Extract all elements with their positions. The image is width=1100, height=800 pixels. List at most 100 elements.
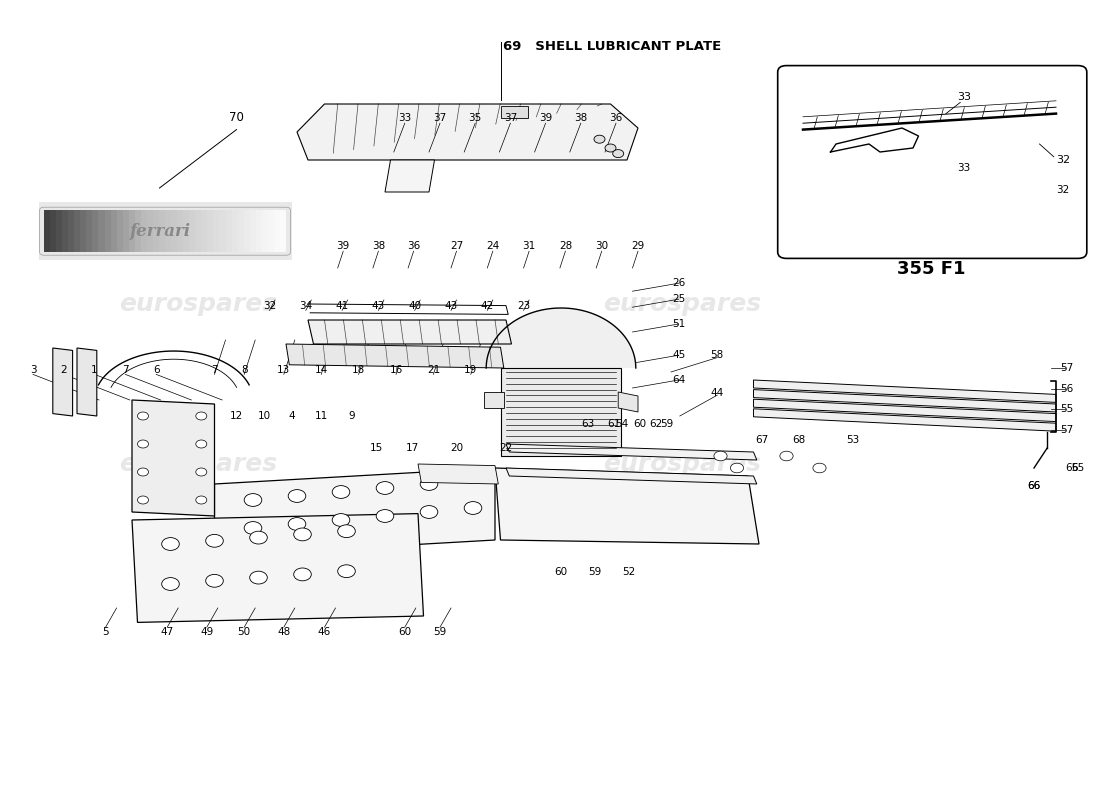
- Circle shape: [244, 494, 262, 506]
- Text: 7: 7: [211, 365, 218, 374]
- Text: 54: 54: [615, 419, 628, 429]
- Circle shape: [162, 578, 179, 590]
- Circle shape: [332, 514, 350, 526]
- Text: 45: 45: [672, 350, 685, 360]
- Text: 2: 2: [60, 365, 67, 374]
- Circle shape: [376, 482, 394, 494]
- Text: 63: 63: [581, 419, 594, 429]
- Polygon shape: [53, 348, 73, 416]
- Bar: [92, 210, 99, 252]
- Text: 31: 31: [522, 242, 536, 251]
- Bar: [134, 210, 141, 252]
- Bar: [201, 210, 208, 252]
- Bar: [262, 210, 268, 252]
- Bar: [238, 210, 244, 252]
- Polygon shape: [486, 308, 636, 368]
- Text: 66: 66: [1027, 481, 1041, 490]
- Bar: [147, 210, 153, 252]
- Text: 5: 5: [102, 627, 109, 637]
- Bar: [68, 210, 75, 252]
- Text: 65: 65: [1071, 463, 1085, 473]
- FancyBboxPatch shape: [778, 66, 1087, 258]
- Text: 17: 17: [406, 443, 419, 453]
- Text: 65: 65: [1065, 463, 1078, 473]
- Text: 14: 14: [315, 365, 328, 374]
- Circle shape: [294, 528, 311, 541]
- Circle shape: [138, 412, 148, 420]
- Text: 50: 50: [238, 627, 251, 637]
- Text: 21: 21: [427, 365, 440, 374]
- Polygon shape: [132, 514, 424, 622]
- Circle shape: [376, 510, 394, 522]
- Circle shape: [138, 440, 148, 448]
- Circle shape: [420, 478, 438, 490]
- Text: 3: 3: [30, 365, 36, 374]
- Bar: [232, 210, 238, 252]
- Bar: [75, 210, 80, 252]
- Text: 39: 39: [539, 114, 552, 123]
- Text: 40: 40: [408, 301, 421, 310]
- Text: 19: 19: [464, 365, 477, 374]
- Text: 53: 53: [846, 435, 859, 445]
- Text: 32: 32: [263, 301, 276, 310]
- Text: eurospares: eurospares: [119, 452, 277, 476]
- Text: 61: 61: [607, 419, 620, 429]
- Text: 55: 55: [1060, 404, 1074, 414]
- Bar: [213, 210, 220, 252]
- Bar: [39, 202, 292, 260]
- Bar: [158, 210, 165, 252]
- Circle shape: [206, 574, 223, 587]
- Bar: [80, 210, 87, 252]
- Circle shape: [613, 150, 624, 158]
- Text: 62: 62: [649, 419, 662, 429]
- Bar: [244, 210, 250, 252]
- Text: 60: 60: [634, 419, 647, 429]
- Text: 57: 57: [1060, 363, 1074, 373]
- Polygon shape: [500, 368, 621, 456]
- Circle shape: [594, 135, 605, 143]
- Text: 23: 23: [517, 301, 530, 310]
- Text: 59: 59: [660, 419, 673, 429]
- Text: 43: 43: [444, 301, 458, 310]
- Text: 9: 9: [349, 411, 355, 421]
- Bar: [500, 106, 528, 118]
- Circle shape: [196, 468, 207, 476]
- Circle shape: [605, 144, 616, 152]
- Polygon shape: [214, 468, 495, 556]
- Text: 58: 58: [711, 350, 724, 360]
- Polygon shape: [495, 468, 759, 544]
- Text: 33: 33: [957, 92, 971, 102]
- Circle shape: [196, 412, 207, 420]
- Bar: [189, 210, 196, 252]
- Circle shape: [138, 496, 148, 504]
- Text: 59: 59: [433, 627, 447, 637]
- Polygon shape: [754, 380, 1056, 402]
- Text: ferrari: ferrari: [130, 222, 190, 240]
- Text: 48: 48: [277, 627, 290, 637]
- Polygon shape: [297, 104, 638, 160]
- Polygon shape: [754, 390, 1056, 412]
- Polygon shape: [132, 400, 214, 516]
- Circle shape: [288, 490, 306, 502]
- Circle shape: [196, 496, 207, 504]
- Polygon shape: [484, 392, 504, 408]
- Text: 51: 51: [672, 319, 685, 329]
- Text: 39: 39: [337, 242, 350, 251]
- Text: 56: 56: [1060, 384, 1074, 394]
- Text: 70: 70: [229, 111, 244, 124]
- Text: 35: 35: [469, 114, 482, 123]
- Circle shape: [420, 506, 438, 518]
- Text: eurospares: eurospares: [603, 292, 761, 316]
- Circle shape: [813, 463, 826, 473]
- Bar: [123, 210, 129, 252]
- Circle shape: [464, 502, 482, 514]
- Bar: [110, 210, 117, 252]
- Polygon shape: [286, 344, 504, 368]
- Bar: [165, 210, 172, 252]
- Bar: [141, 210, 147, 252]
- Bar: [183, 210, 189, 252]
- Circle shape: [338, 525, 355, 538]
- Bar: [153, 210, 159, 252]
- Bar: [99, 210, 104, 252]
- Circle shape: [250, 571, 267, 584]
